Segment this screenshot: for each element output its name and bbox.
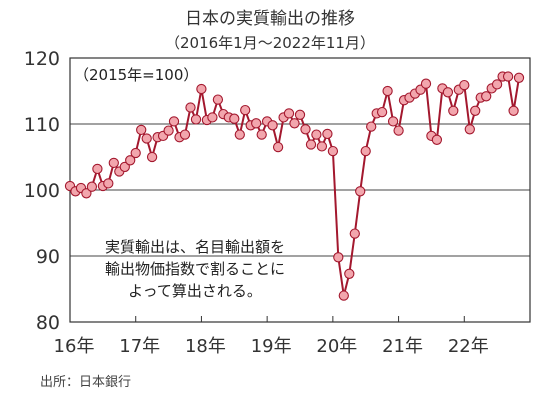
data-point (212, 94, 224, 105)
data-point (283, 108, 295, 119)
data-point (322, 128, 333, 140)
chart-subtitle: （2016年1月～2022年11月） (165, 34, 375, 52)
chart-title: 日本の実質輸出の推移 (185, 9, 355, 29)
data-point (103, 178, 114, 189)
data-point (442, 87, 454, 98)
data-point (481, 91, 492, 102)
data-point (382, 85, 393, 97)
data-point (256, 129, 267, 140)
series-real-exports (64, 71, 525, 301)
annotation-box: 実質輸出は、名目輸出額を 輸出物価指数で割ることに よって算出される。 (105, 238, 285, 300)
data-point (360, 145, 371, 157)
data-point (333, 252, 344, 263)
data-point (179, 129, 191, 140)
y-tick-label: 120 (24, 48, 60, 70)
data-point (338, 290, 349, 301)
data-point (92, 163, 103, 175)
data-point (125, 155, 136, 166)
data-point (459, 79, 470, 91)
data-point (294, 109, 306, 120)
annotation-line-3: よって算出される。 (128, 282, 262, 300)
data-point (108, 157, 119, 169)
x-tick-label: 18年 (185, 336, 226, 357)
data-point (251, 118, 262, 129)
data-point (464, 124, 475, 135)
data-point (86, 181, 98, 192)
y-tick-label: 110 (24, 114, 60, 136)
annotation-line-1: 実質輸出は、名目輸出額を (105, 238, 285, 256)
data-point (431, 134, 443, 145)
data-point (327, 145, 339, 157)
data-point (141, 133, 152, 144)
data-point (267, 120, 278, 131)
data-point (420, 78, 432, 89)
data-point (393, 125, 404, 136)
data-point (185, 102, 196, 113)
data-point (190, 114, 202, 125)
x-tick-label: 16年 (54, 336, 95, 357)
source-note: 出所：日本銀行 (40, 375, 131, 390)
data-point (163, 125, 174, 136)
data-point (508, 105, 519, 116)
data-point (355, 186, 366, 197)
data-point (448, 105, 459, 116)
y-axis-ticks: 80 90 100 110 120 (24, 48, 60, 334)
gridlines (70, 123, 530, 257)
data-point (119, 161, 130, 173)
data-point (81, 188, 92, 199)
data-point (387, 116, 399, 127)
data-point (366, 121, 377, 132)
data-point (311, 129, 322, 140)
x-axis-ticks: 16年 17年 18年 19年 20年 21年 22年 (54, 316, 489, 357)
data-point (502, 71, 514, 82)
data-point (196, 83, 207, 95)
data-point (513, 72, 525, 83)
x-tick-label: 17年 (119, 336, 160, 357)
data-point (470, 105, 481, 116)
data-point (207, 112, 218, 123)
data-point (349, 228, 360, 239)
y-tick-label: 100 (24, 180, 60, 202)
data-point (300, 124, 311, 135)
x-tick-label: 20年 (316, 336, 357, 357)
data-point (234, 129, 245, 140)
data-point (344, 268, 355, 279)
data-point (491, 79, 503, 90)
unit-note: （2015年=100） (74, 66, 198, 84)
data-point (229, 113, 240, 124)
data-point (240, 104, 251, 116)
data-point (168, 116, 180, 127)
data-point (316, 141, 328, 152)
data-point (130, 147, 141, 159)
data-point (376, 106, 388, 118)
data-point (272, 141, 284, 153)
x-tick-label: 21年 (382, 336, 423, 357)
data-point (136, 124, 147, 136)
y-tick-label: 90 (36, 246, 60, 268)
x-tick-label: 22年 (448, 336, 489, 357)
y-tick-label: 80 (36, 312, 60, 334)
data-point (305, 139, 317, 150)
annotation-line-2: 輸出物価指数で割ることに (105, 260, 285, 278)
x-tick-label: 19年 (251, 336, 292, 357)
data-point (146, 151, 158, 163)
data-point (289, 118, 300, 129)
